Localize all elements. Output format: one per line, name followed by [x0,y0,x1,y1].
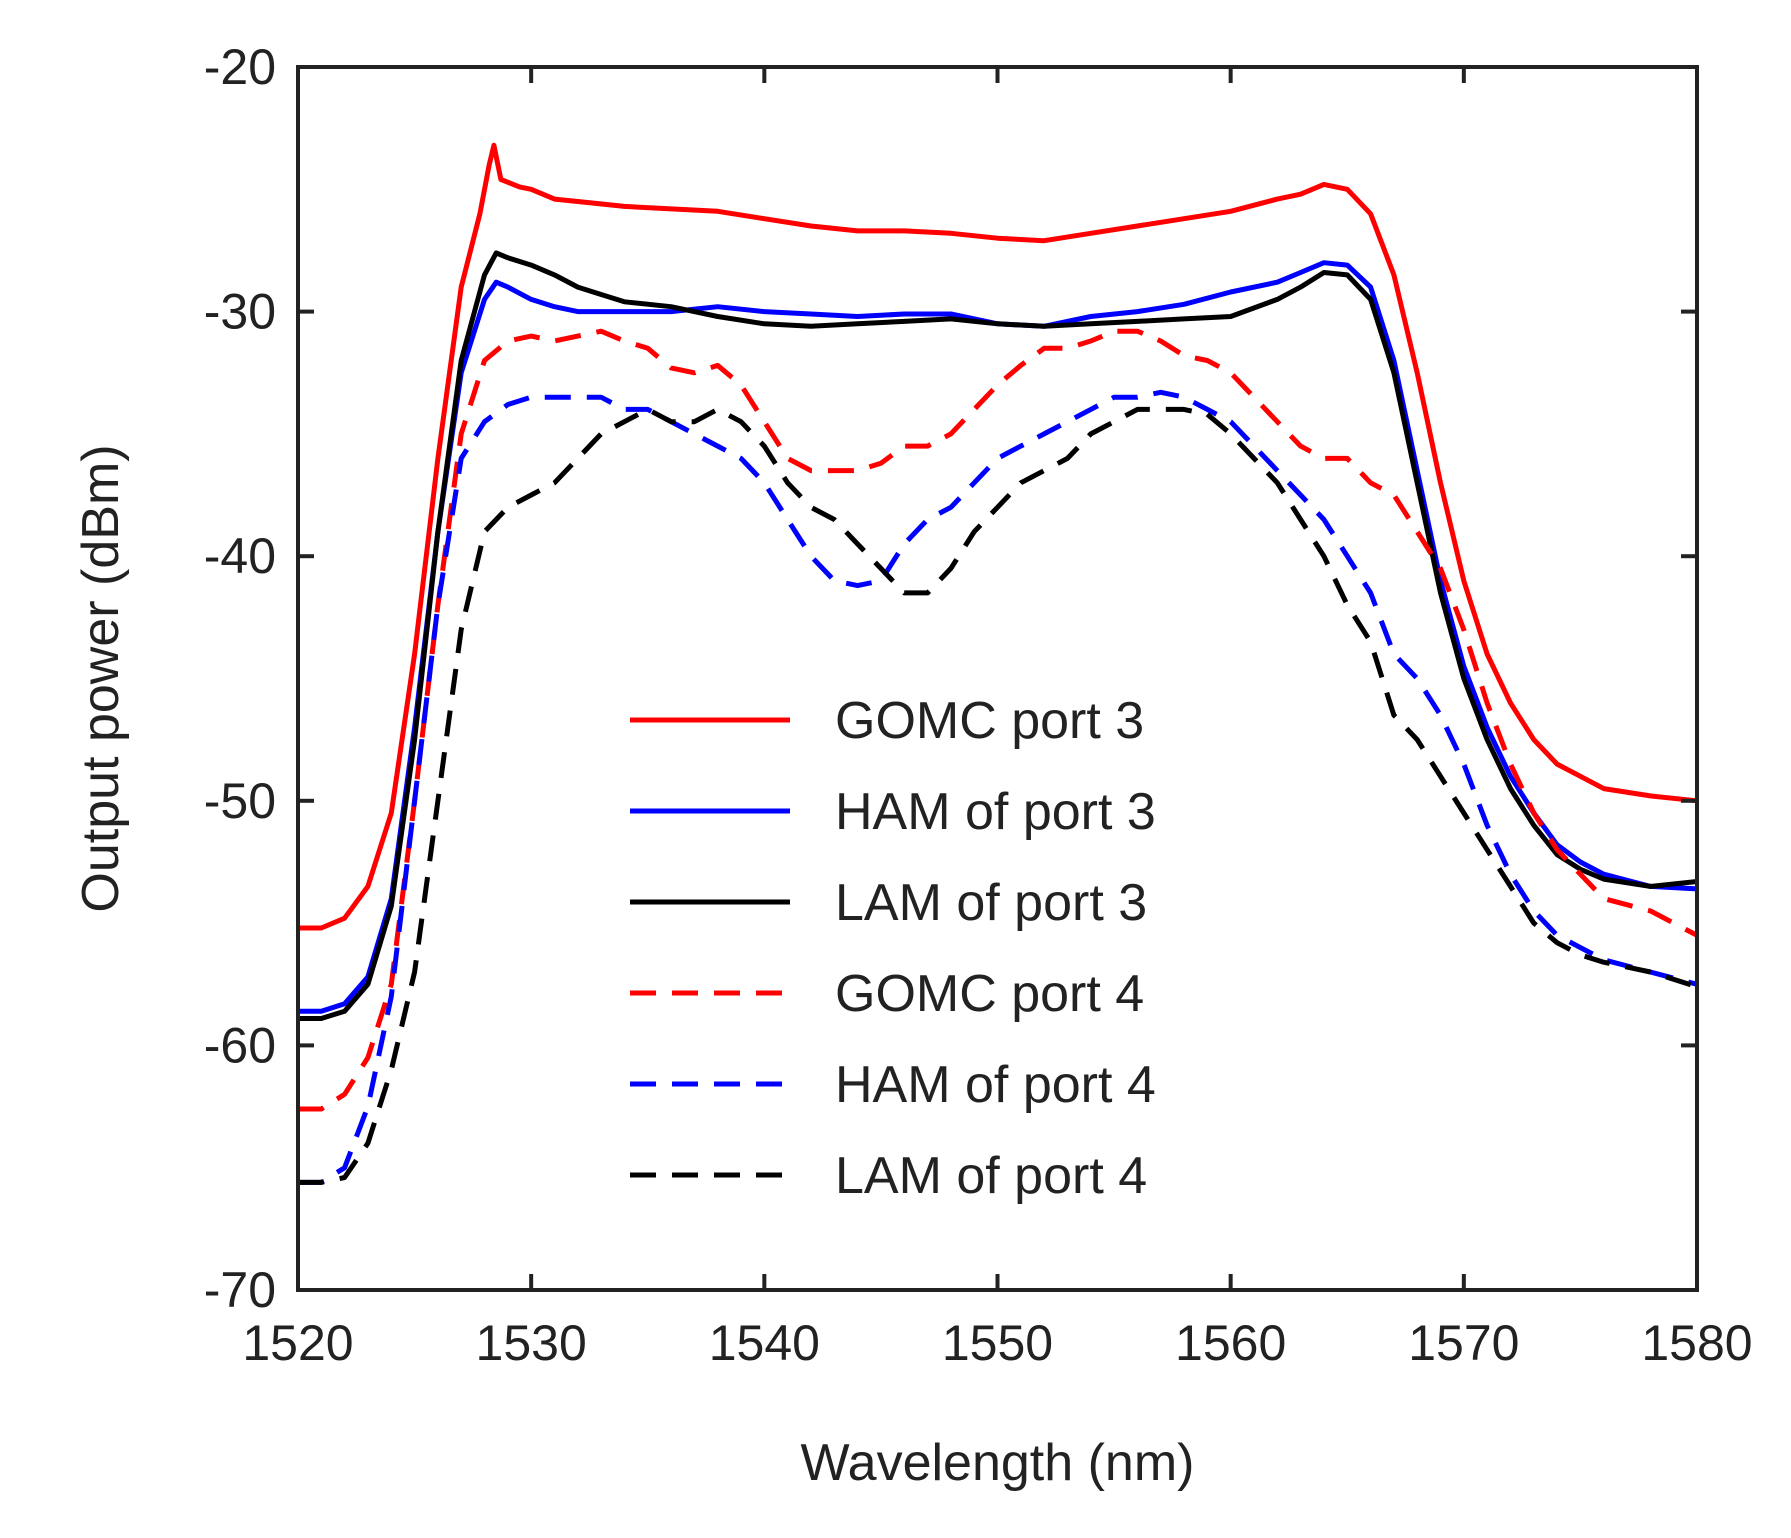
y-tick-label: -70 [204,1262,276,1318]
series-line-gomc-port-3 [298,142,1698,931]
legend-label: HAM of port 3 [835,783,1156,841]
x-axis-title: Wavelength (nm) [801,1434,1195,1492]
series-line-gomc-port-4 [298,328,1699,1112]
y-axis-title: Output power (dBm) [72,444,130,912]
series-line-ham-of-port-4 [298,389,1698,1185]
x-tick-label: 1550 [942,1315,1053,1371]
legend-label: GOMC port 3 [835,692,1144,750]
ticks-layer: 1520 1530 1540 1550 1560 1570 1580 -20 -30 -40 -50… [204,39,1753,1371]
y-tick-label: -60 [204,1017,276,1073]
x-tick-label: 1530 [476,1315,587,1371]
y-tick-label: -40 [204,528,276,584]
series-line-lam-of-port-3 [298,250,1698,1021]
x-tick-label: 1570 [1408,1315,1519,1371]
legend: GOMC port 3 HAM of port 3 LAM of port 3 GOM… [630,692,1156,1205]
series-line-lam-of-port-4 [298,406,1698,1185]
y-tick-label: -30 [204,284,276,340]
legend-label: LAM of port 3 [835,874,1147,932]
series-layer [298,142,1699,1185]
x-tick-label: 1540 [709,1315,820,1371]
x-tick-label: 1520 [242,1315,353,1371]
y-tick-label: -50 [204,773,276,829]
legend-label: GOMC port 4 [835,965,1144,1023]
x-tick-label: 1560 [1175,1315,1286,1371]
legend-label: HAM of port 4 [835,1056,1156,1114]
y-tick-label: -20 [204,39,276,95]
x-tick-label: 1580 [1641,1315,1752,1371]
legend-label: LAM of port 4 [835,1147,1147,1205]
